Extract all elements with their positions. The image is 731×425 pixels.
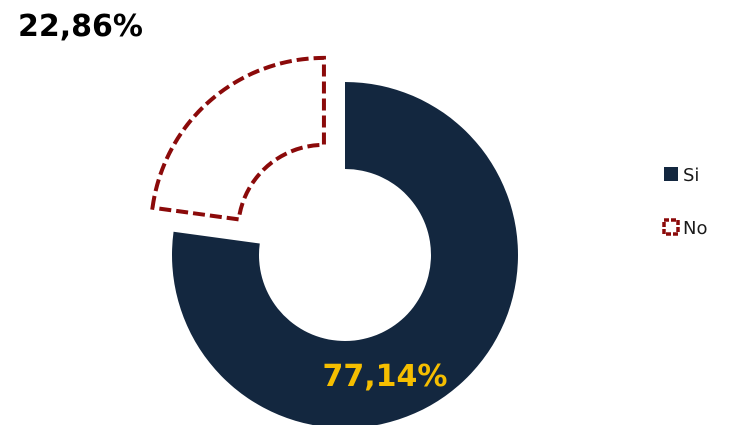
data-label-no: 22,86% [18,9,143,44]
legend-item-no[interactable]: No [662,218,707,239]
slices-layer [150,55,518,425]
data-label-si: 77,14% [323,359,448,394]
legend-item-si[interactable]: Si [664,165,699,186]
legend-label-no: No [683,218,707,239]
legend-swatch-no [662,218,680,236]
slice-si[interactable] [172,82,518,425]
legend-swatch-si [664,167,678,181]
slice-no[interactable] [150,55,326,222]
data-labels-layer: 77,14% 22,86% [18,9,447,394]
legend-label-si: Si [683,165,699,186]
legend: Si No [662,165,707,239]
